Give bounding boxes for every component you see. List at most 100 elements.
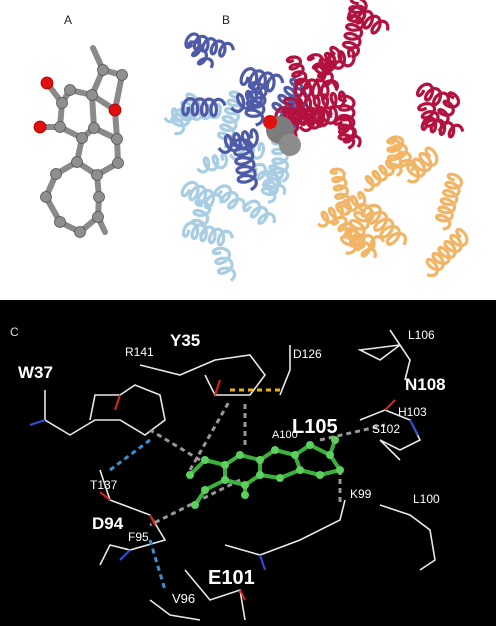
stick (384, 399, 396, 411)
helix (337, 94, 356, 150)
stick (119, 549, 131, 561)
ligand-atom (271, 446, 279, 454)
residue-label: Y35 (170, 331, 200, 350)
helix (249, 162, 287, 196)
ligand-atom (336, 466, 344, 474)
stick (214, 379, 221, 396)
ligand-atom (221, 476, 229, 484)
ligand-atom (306, 441, 314, 449)
stick (149, 599, 201, 621)
residue-label: L105 (292, 416, 338, 438)
helix (360, 203, 408, 246)
helix (321, 47, 356, 73)
stick (357, 329, 411, 381)
stick (149, 514, 156, 526)
helix (231, 138, 258, 192)
helix (185, 40, 214, 69)
helix (180, 180, 223, 210)
residue-label: H103 (398, 405, 427, 419)
ligand-atom (241, 481, 249, 489)
helix (333, 116, 362, 148)
atom (111, 133, 123, 145)
helix (406, 146, 439, 184)
atom (64, 84, 76, 96)
residue-label: N108 (405, 375, 446, 394)
atom (54, 121, 66, 133)
helix (437, 91, 461, 126)
residue-label: E101 (208, 567, 255, 589)
helix (339, 202, 375, 255)
ligand-atom (221, 461, 229, 469)
atom (91, 169, 103, 181)
helix (417, 102, 444, 132)
residue-label: V96 (172, 591, 195, 606)
ligand-atom (331, 436, 339, 444)
residue-label: A100 (272, 429, 298, 441)
helix (217, 128, 259, 154)
stick (184, 569, 246, 621)
interaction-line (319, 423, 386, 442)
atom (93, 191, 105, 203)
atom (40, 191, 52, 203)
atom (112, 157, 124, 169)
ligand-atom (191, 501, 199, 509)
panel-c-background (0, 300, 496, 626)
helix (211, 246, 237, 282)
panel-label: C (10, 325, 19, 339)
ligand-atom (186, 471, 194, 479)
atom (71, 156, 83, 168)
helix (244, 81, 268, 127)
atom (116, 69, 128, 81)
helix (242, 199, 276, 225)
atom (88, 122, 100, 134)
ligand-atom (291, 451, 299, 459)
helix (415, 82, 451, 107)
stick (139, 354, 266, 396)
helix (363, 159, 395, 192)
helix (420, 116, 465, 139)
helix (331, 215, 377, 259)
atom (33, 120, 47, 134)
residue-label: R141 (125, 345, 154, 359)
helix (341, 0, 368, 59)
helix (435, 172, 464, 231)
helix (347, 4, 390, 35)
helix (239, 67, 285, 93)
helix (317, 190, 367, 228)
atom (108, 103, 122, 117)
stick (409, 419, 419, 436)
ligand-atom (316, 471, 324, 479)
atom (76, 132, 88, 144)
helix (288, 90, 347, 116)
helix (425, 227, 469, 278)
ligand-atom (256, 471, 264, 479)
residue-label: D126 (293, 347, 322, 361)
residue-label: T137 (90, 478, 118, 492)
ligand-atom (256, 456, 264, 464)
helix (285, 55, 311, 91)
ligand-atom (296, 466, 304, 474)
stick (99, 491, 111, 501)
stick (44, 384, 166, 436)
stick (29, 419, 46, 426)
atom (74, 226, 86, 238)
helix (213, 184, 246, 210)
stick (279, 345, 291, 396)
helix (170, 92, 201, 136)
ligand-sphere (263, 115, 277, 129)
stick (239, 589, 246, 601)
ligand-sphere (279, 134, 301, 156)
atom (97, 64, 109, 76)
ligand-atom (241, 491, 249, 499)
atom (86, 89, 98, 101)
residue-label: W37 (18, 363, 53, 382)
helix (276, 105, 326, 127)
ligand-atom (326, 451, 334, 459)
atom (56, 97, 68, 109)
panel-label: A (64, 13, 72, 27)
residue-label: L100 (413, 492, 440, 506)
ligand-atom (236, 451, 244, 459)
atom (40, 76, 54, 90)
